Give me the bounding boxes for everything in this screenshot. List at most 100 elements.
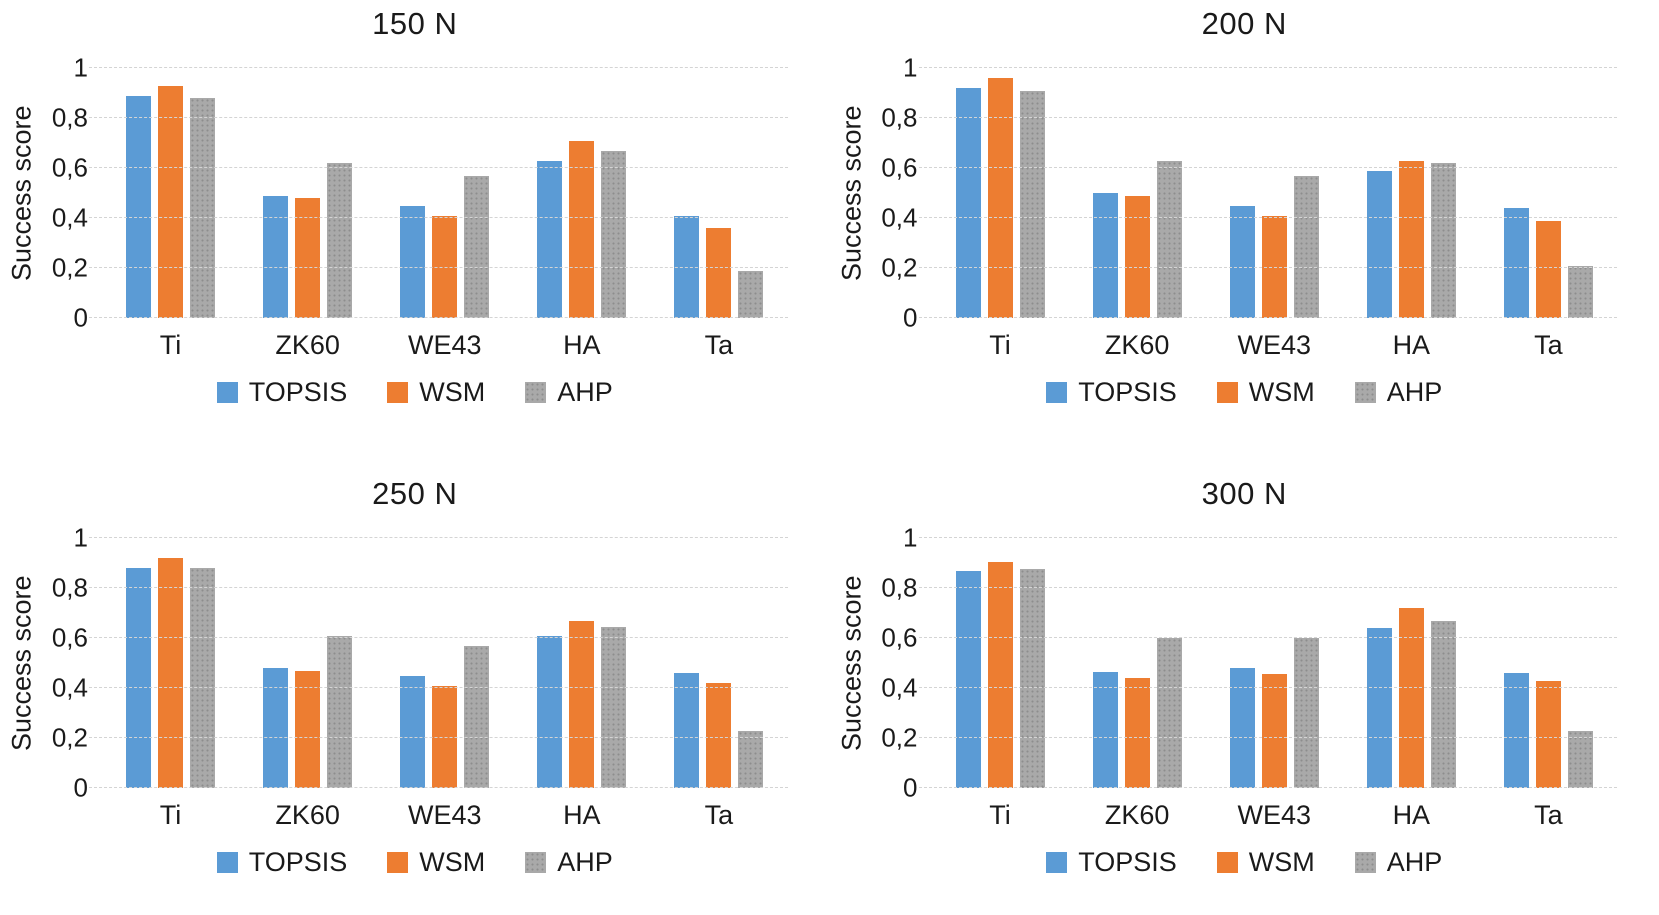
y-tick-label: 0,4 bbox=[51, 672, 88, 703]
x-axis-labels: Ti ZK60 WE43 HA Ta bbox=[102, 800, 788, 831]
legend-swatch-wsm bbox=[1216, 852, 1238, 873]
legend: TOPSIS WSM AHP bbox=[0, 847, 830, 878]
legend-entry-wsm: WSM bbox=[387, 847, 485, 878]
bar-ahp-ti bbox=[1019, 569, 1045, 788]
x-tick-label-ti: Ti bbox=[159, 800, 182, 830]
bar-group-ha bbox=[1343, 68, 1480, 318]
bar-group-zk60 bbox=[239, 68, 376, 318]
y-tick-label: 0,6 bbox=[51, 622, 88, 653]
bar-ahp-ta bbox=[1567, 265, 1593, 318]
bar-group-ti bbox=[102, 538, 239, 788]
legend-swatch-ahp bbox=[525, 852, 547, 873]
y-tick-label: 0 bbox=[73, 772, 88, 803]
legend: TOPSIS WSM AHP bbox=[0, 377, 830, 408]
legend-swatch-wsm bbox=[1216, 382, 1238, 403]
bar-wsm-zk60 bbox=[1124, 678, 1150, 788]
legend-entry-wsm: WSM bbox=[1216, 377, 1315, 408]
gridline bbox=[89, 117, 788, 118]
plot-area bbox=[89, 67, 788, 318]
y-tick-label: 0,6 bbox=[881, 152, 918, 183]
bar-groups bbox=[932, 68, 1618, 318]
y-axis-title: Success score bbox=[6, 575, 37, 751]
chart-body: Success score 1 0,8 0,6 0,4 0,2 0 bbox=[830, 53, 1659, 333]
y-tick-label: 1 bbox=[903, 52, 918, 83]
plot-area bbox=[89, 537, 788, 788]
gridline bbox=[89, 217, 788, 218]
x-tick-label-ta: Ta bbox=[704, 330, 734, 360]
legend-label-topsis: TOPSIS bbox=[1078, 847, 1177, 877]
legend-swatch-ahp bbox=[525, 382, 547, 403]
x-tick-label-ha: HA bbox=[563, 330, 601, 360]
bar-wsm-ha bbox=[569, 140, 595, 318]
bar-topsis-ti bbox=[955, 570, 981, 788]
bar-groups bbox=[102, 68, 788, 318]
x-tick-label-ha: HA bbox=[1392, 330, 1431, 360]
bar-ahp-we43 bbox=[1293, 638, 1319, 788]
legend-swatch-topsis bbox=[1046, 382, 1068, 403]
bar-topsis-zk60 bbox=[263, 668, 289, 788]
bar-wsm-we43 bbox=[432, 685, 458, 788]
bar-wsm-ti bbox=[158, 85, 184, 318]
chart-body: Success score 1 0,8 0,6 0,4 0,2 0 bbox=[0, 53, 830, 333]
bar-wsm-ti bbox=[987, 561, 1013, 788]
y-tick-label: 0,6 bbox=[51, 152, 88, 183]
x-tick-label-ti: Ti bbox=[989, 330, 1011, 360]
legend-entry-ahp: AHP bbox=[1354, 847, 1442, 878]
bar-wsm-ti bbox=[158, 558, 184, 788]
x-axis-labels: Ti ZK60 WE43 HA Ta bbox=[932, 800, 1618, 831]
legend-label-ahp: AHP bbox=[557, 847, 613, 877]
bar-topsis-we43 bbox=[400, 675, 426, 788]
legend-entry-topsis: TOPSIS bbox=[216, 377, 348, 408]
gridline bbox=[918, 637, 1617, 638]
gridline bbox=[89, 587, 788, 588]
gridline bbox=[918, 117, 1617, 118]
gridline bbox=[918, 67, 1617, 68]
bar-topsis-ti bbox=[126, 95, 152, 318]
bar-topsis-ha bbox=[537, 635, 563, 788]
bar-group-zk60 bbox=[1069, 68, 1206, 318]
legend-swatch-ahp bbox=[1354, 852, 1376, 873]
bar-group-ha bbox=[1343, 538, 1480, 788]
legend-label-wsm: WSM bbox=[419, 847, 486, 877]
bar-group-ta bbox=[1480, 538, 1617, 788]
bar-topsis-ha bbox=[537, 160, 563, 318]
gridline bbox=[918, 267, 1617, 268]
legend-swatch-topsis bbox=[216, 382, 238, 403]
legend-entry-wsm: WSM bbox=[387, 377, 485, 408]
bar-topsis-ta bbox=[674, 673, 700, 788]
bar-wsm-ta bbox=[1535, 220, 1561, 318]
gridline bbox=[918, 587, 1617, 588]
chart-title: 250 N bbox=[372, 476, 458, 511]
bar-ahp-ha bbox=[601, 626, 627, 788]
y-tick-label: 0,6 bbox=[881, 622, 918, 653]
x-tick-label-we43: WE43 bbox=[1237, 800, 1311, 830]
x-axis-labels: Ti ZK60 WE43 HA Ta bbox=[932, 330, 1618, 361]
legend-swatch-wsm bbox=[387, 852, 409, 873]
legend-label-topsis: TOPSIS bbox=[248, 377, 348, 407]
x-tick-label-ha: HA bbox=[1392, 800, 1431, 830]
bar-group-we43 bbox=[1206, 538, 1343, 788]
legend-swatch-topsis bbox=[216, 852, 238, 873]
bar-wsm-ta bbox=[1535, 680, 1561, 788]
y-axis-title: Success score bbox=[6, 105, 37, 281]
plot-area bbox=[918, 67, 1618, 318]
y-axis-tick-labels: 1 0,8 0,6 0,4 0,2 0 bbox=[874, 53, 932, 333]
legend-label-topsis: TOPSIS bbox=[1078, 377, 1177, 407]
legend-entry-topsis: TOPSIS bbox=[216, 847, 347, 878]
gridline bbox=[89, 687, 788, 688]
legend-entry-wsm: WSM bbox=[1216, 847, 1315, 878]
bar-wsm-zk60 bbox=[1124, 195, 1150, 318]
y-tick-label: 0 bbox=[903, 772, 918, 803]
gridline bbox=[918, 217, 1617, 218]
bar-wsm-ta bbox=[706, 683, 732, 788]
legend-entry-topsis: TOPSIS bbox=[1046, 847, 1177, 878]
x-tick-label-ta: Ta bbox=[1534, 330, 1563, 360]
legend-label-wsm: WSM bbox=[1248, 847, 1315, 877]
plot-area bbox=[918, 537, 1617, 788]
chart-panel-300n: 300 N Success score 1 0,8 0,6 0,4 0,2 0 Ti ZK6… bbox=[830, 440, 1659, 915]
legend-entry-topsis: TOPSIS bbox=[1046, 377, 1177, 408]
gridline bbox=[918, 317, 1617, 318]
bar-topsis-ti bbox=[955, 88, 981, 318]
bar-topsis-ha bbox=[1366, 170, 1392, 318]
y-tick-label: 0,4 bbox=[881, 672, 918, 703]
